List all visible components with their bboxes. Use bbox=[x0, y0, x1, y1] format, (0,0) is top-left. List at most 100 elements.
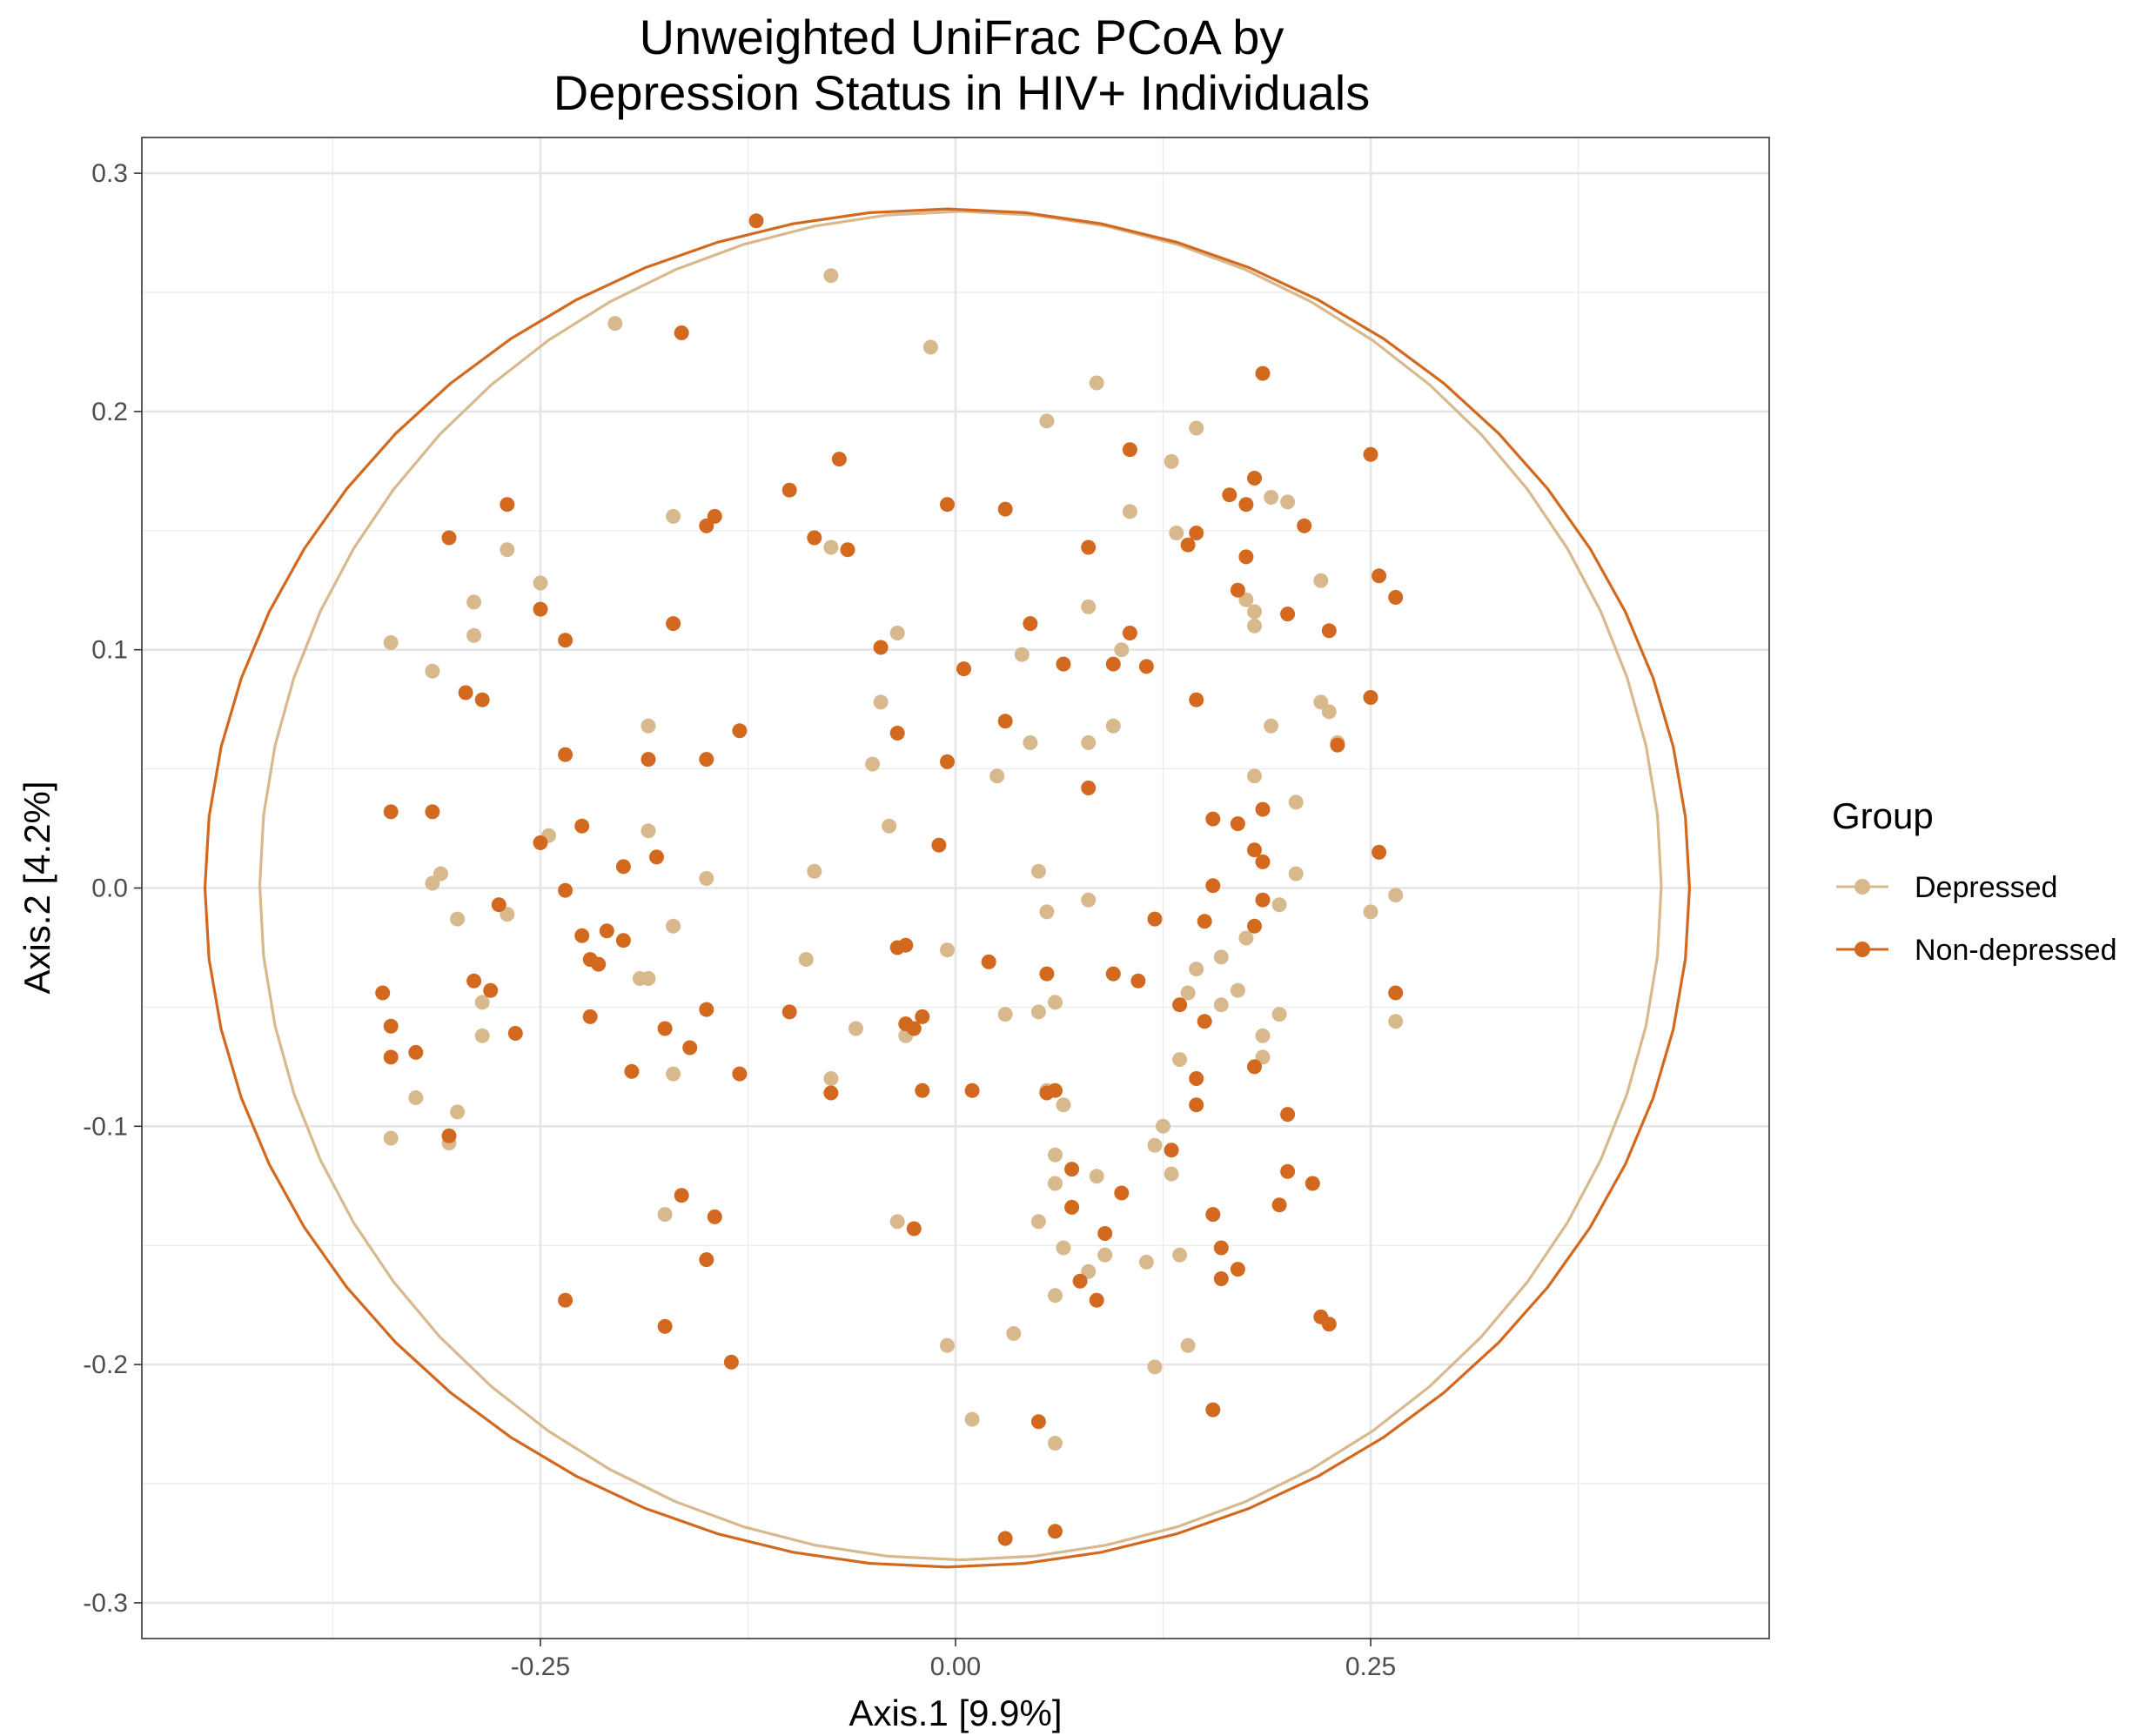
point-non-depressed bbox=[682, 1040, 698, 1056]
point-depressed bbox=[450, 1104, 466, 1120]
point-non-depressed bbox=[1222, 487, 1237, 503]
point-non-depressed bbox=[558, 1292, 573, 1308]
point-depressed bbox=[1048, 1176, 1063, 1191]
point-non-depressed bbox=[1138, 659, 1154, 674]
point-non-depressed bbox=[1105, 656, 1121, 672]
point-depressed bbox=[1264, 718, 1279, 734]
point-non-depressed bbox=[707, 1209, 722, 1224]
point-non-depressed bbox=[1363, 446, 1378, 462]
y-axis-ticks: -0.3 -0.2 -0.1 0.0 0.1 0.2 0.3 bbox=[83, 159, 142, 1618]
point-non-depressed bbox=[1305, 1176, 1320, 1191]
point-non-depressed bbox=[1039, 966, 1055, 982]
point-non-depressed bbox=[1255, 365, 1271, 381]
point-depressed bbox=[1114, 642, 1130, 658]
point-depressed bbox=[940, 1337, 955, 1353]
point-depressed bbox=[940, 942, 955, 958]
point-non-depressed bbox=[408, 1044, 424, 1060]
point-non-depressed bbox=[558, 882, 573, 898]
point-depressed bbox=[1105, 718, 1121, 734]
point-depressed bbox=[1388, 888, 1404, 903]
point-depressed bbox=[882, 818, 897, 834]
y-axis-title: Axis.2 [4.2%] bbox=[17, 781, 57, 994]
point-depressed bbox=[798, 952, 814, 968]
point-non-depressed bbox=[699, 752, 714, 767]
legend-item-depressed[interactable]: Depressed bbox=[1836, 871, 2057, 904]
point-non-depressed bbox=[1189, 1097, 1204, 1113]
legend-label-depressed: Depressed bbox=[1915, 871, 2057, 904]
y-tick-label: 0.1 bbox=[91, 636, 128, 665]
point-non-depressed bbox=[1255, 854, 1271, 869]
point-non-depressed bbox=[1030, 1414, 1046, 1430]
point-depressed bbox=[848, 1021, 863, 1036]
point-depressed bbox=[632, 971, 647, 986]
point-non-depressed bbox=[1048, 1524, 1063, 1539]
point-depressed bbox=[823, 268, 839, 284]
point-non-depressed bbox=[781, 1004, 797, 1020]
point-depressed bbox=[1030, 863, 1046, 879]
point-depressed bbox=[823, 540, 839, 555]
point-depressed bbox=[466, 627, 482, 643]
point-depressed bbox=[1048, 1436, 1063, 1451]
legend-item-non-depressed[interactable]: Non-depressed bbox=[1836, 934, 2116, 967]
data-points bbox=[375, 213, 1404, 1546]
point-depressed bbox=[1156, 1118, 1170, 1134]
point-non-depressed bbox=[1197, 1014, 1212, 1029]
point-depressed bbox=[1288, 866, 1304, 881]
point-depressed bbox=[1169, 526, 1184, 540]
x-tick-label: -0.25 bbox=[511, 1652, 570, 1681]
point-non-depressed bbox=[1255, 892, 1271, 908]
point-non-depressed bbox=[383, 1049, 399, 1065]
point-non-depressed bbox=[1205, 811, 1221, 827]
point-non-depressed bbox=[657, 1318, 673, 1334]
point-non-depressed bbox=[940, 754, 955, 769]
point-depressed bbox=[1255, 1028, 1271, 1043]
chart-title-line-1: Unweighted UniFrac PCoA by bbox=[640, 10, 1284, 64]
point-non-depressed bbox=[732, 723, 748, 739]
point-depressed bbox=[1288, 794, 1304, 810]
point-depressed bbox=[1271, 1007, 1287, 1022]
point-depressed bbox=[425, 663, 440, 679]
point-non-depressed bbox=[375, 985, 391, 1001]
x-axis-ticks: -0.25 0.00 0.25 bbox=[511, 1639, 1396, 1681]
point-depressed bbox=[1164, 1166, 1179, 1182]
point-depressed bbox=[474, 995, 490, 1010]
point-depressed bbox=[1189, 962, 1204, 977]
point-non-depressed bbox=[1189, 1071, 1204, 1086]
point-non-depressed bbox=[1114, 1185, 1130, 1201]
point-non-depressed bbox=[1122, 626, 1137, 640]
point-non-depressed bbox=[1205, 1402, 1221, 1418]
point-non-depressed bbox=[1321, 623, 1337, 639]
point-non-depressed bbox=[981, 954, 996, 969]
point-non-depressed bbox=[940, 497, 955, 513]
point-non-depressed bbox=[1081, 540, 1097, 555]
point-non-depressed bbox=[931, 837, 947, 853]
point-non-depressed bbox=[1247, 842, 1262, 858]
point-non-depressed bbox=[997, 1531, 1013, 1546]
point-depressed bbox=[1313, 573, 1329, 588]
point-non-depressed bbox=[1048, 1082, 1063, 1098]
point-non-depressed bbox=[500, 497, 515, 513]
point-depressed bbox=[433, 866, 448, 881]
point-depressed bbox=[1039, 413, 1055, 429]
point-non-depressed bbox=[1280, 607, 1296, 622]
point-depressed bbox=[889, 1214, 905, 1230]
point-depressed bbox=[1238, 592, 1254, 607]
point-non-depressed bbox=[1388, 590, 1404, 605]
point-non-depressed bbox=[997, 501, 1013, 517]
point-non-depressed bbox=[915, 1082, 930, 1098]
point-non-depressed bbox=[649, 849, 664, 865]
point-depressed bbox=[1172, 1052, 1188, 1068]
point-depressed bbox=[1264, 490, 1279, 505]
point-depressed bbox=[1147, 1137, 1163, 1153]
point-depressed bbox=[1048, 995, 1063, 1010]
point-non-depressed bbox=[898, 937, 914, 953]
chart-title-line-2: Depression Status in HIV+ Individuals bbox=[553, 65, 1371, 120]
point-depressed bbox=[500, 542, 515, 558]
point-depressed bbox=[466, 594, 482, 610]
point-non-depressed bbox=[1205, 1207, 1221, 1223]
legend: Group Depressed Non-depressed bbox=[1832, 795, 2116, 967]
point-depressed bbox=[1048, 1288, 1063, 1304]
y-tick-label: 0.2 bbox=[91, 398, 128, 426]
y-tick-label: -0.1 bbox=[83, 1112, 128, 1141]
